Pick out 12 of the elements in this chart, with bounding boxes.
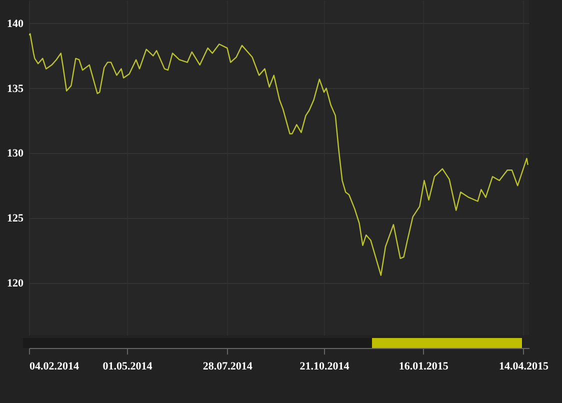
x-tick-label: 01.05.2014 xyxy=(102,360,153,372)
y-tick-label: 130 xyxy=(7,148,24,160)
x-tick-label: 04.02.2014 xyxy=(30,360,80,372)
y-tick-label: 120 xyxy=(7,278,24,290)
y-tick-label: 125 xyxy=(7,212,24,225)
y-tick-label: 140 xyxy=(7,18,24,30)
y-tick-label: 135 xyxy=(7,82,24,95)
x-tick-label: 28.07.2014 xyxy=(202,360,253,372)
x-tick-label: 21.10.2014 xyxy=(300,360,350,372)
x-tick-label: 16.01.2015 xyxy=(398,360,449,372)
line-series xyxy=(29,33,528,276)
x-tick-label: 14.04.2015 xyxy=(499,360,550,372)
